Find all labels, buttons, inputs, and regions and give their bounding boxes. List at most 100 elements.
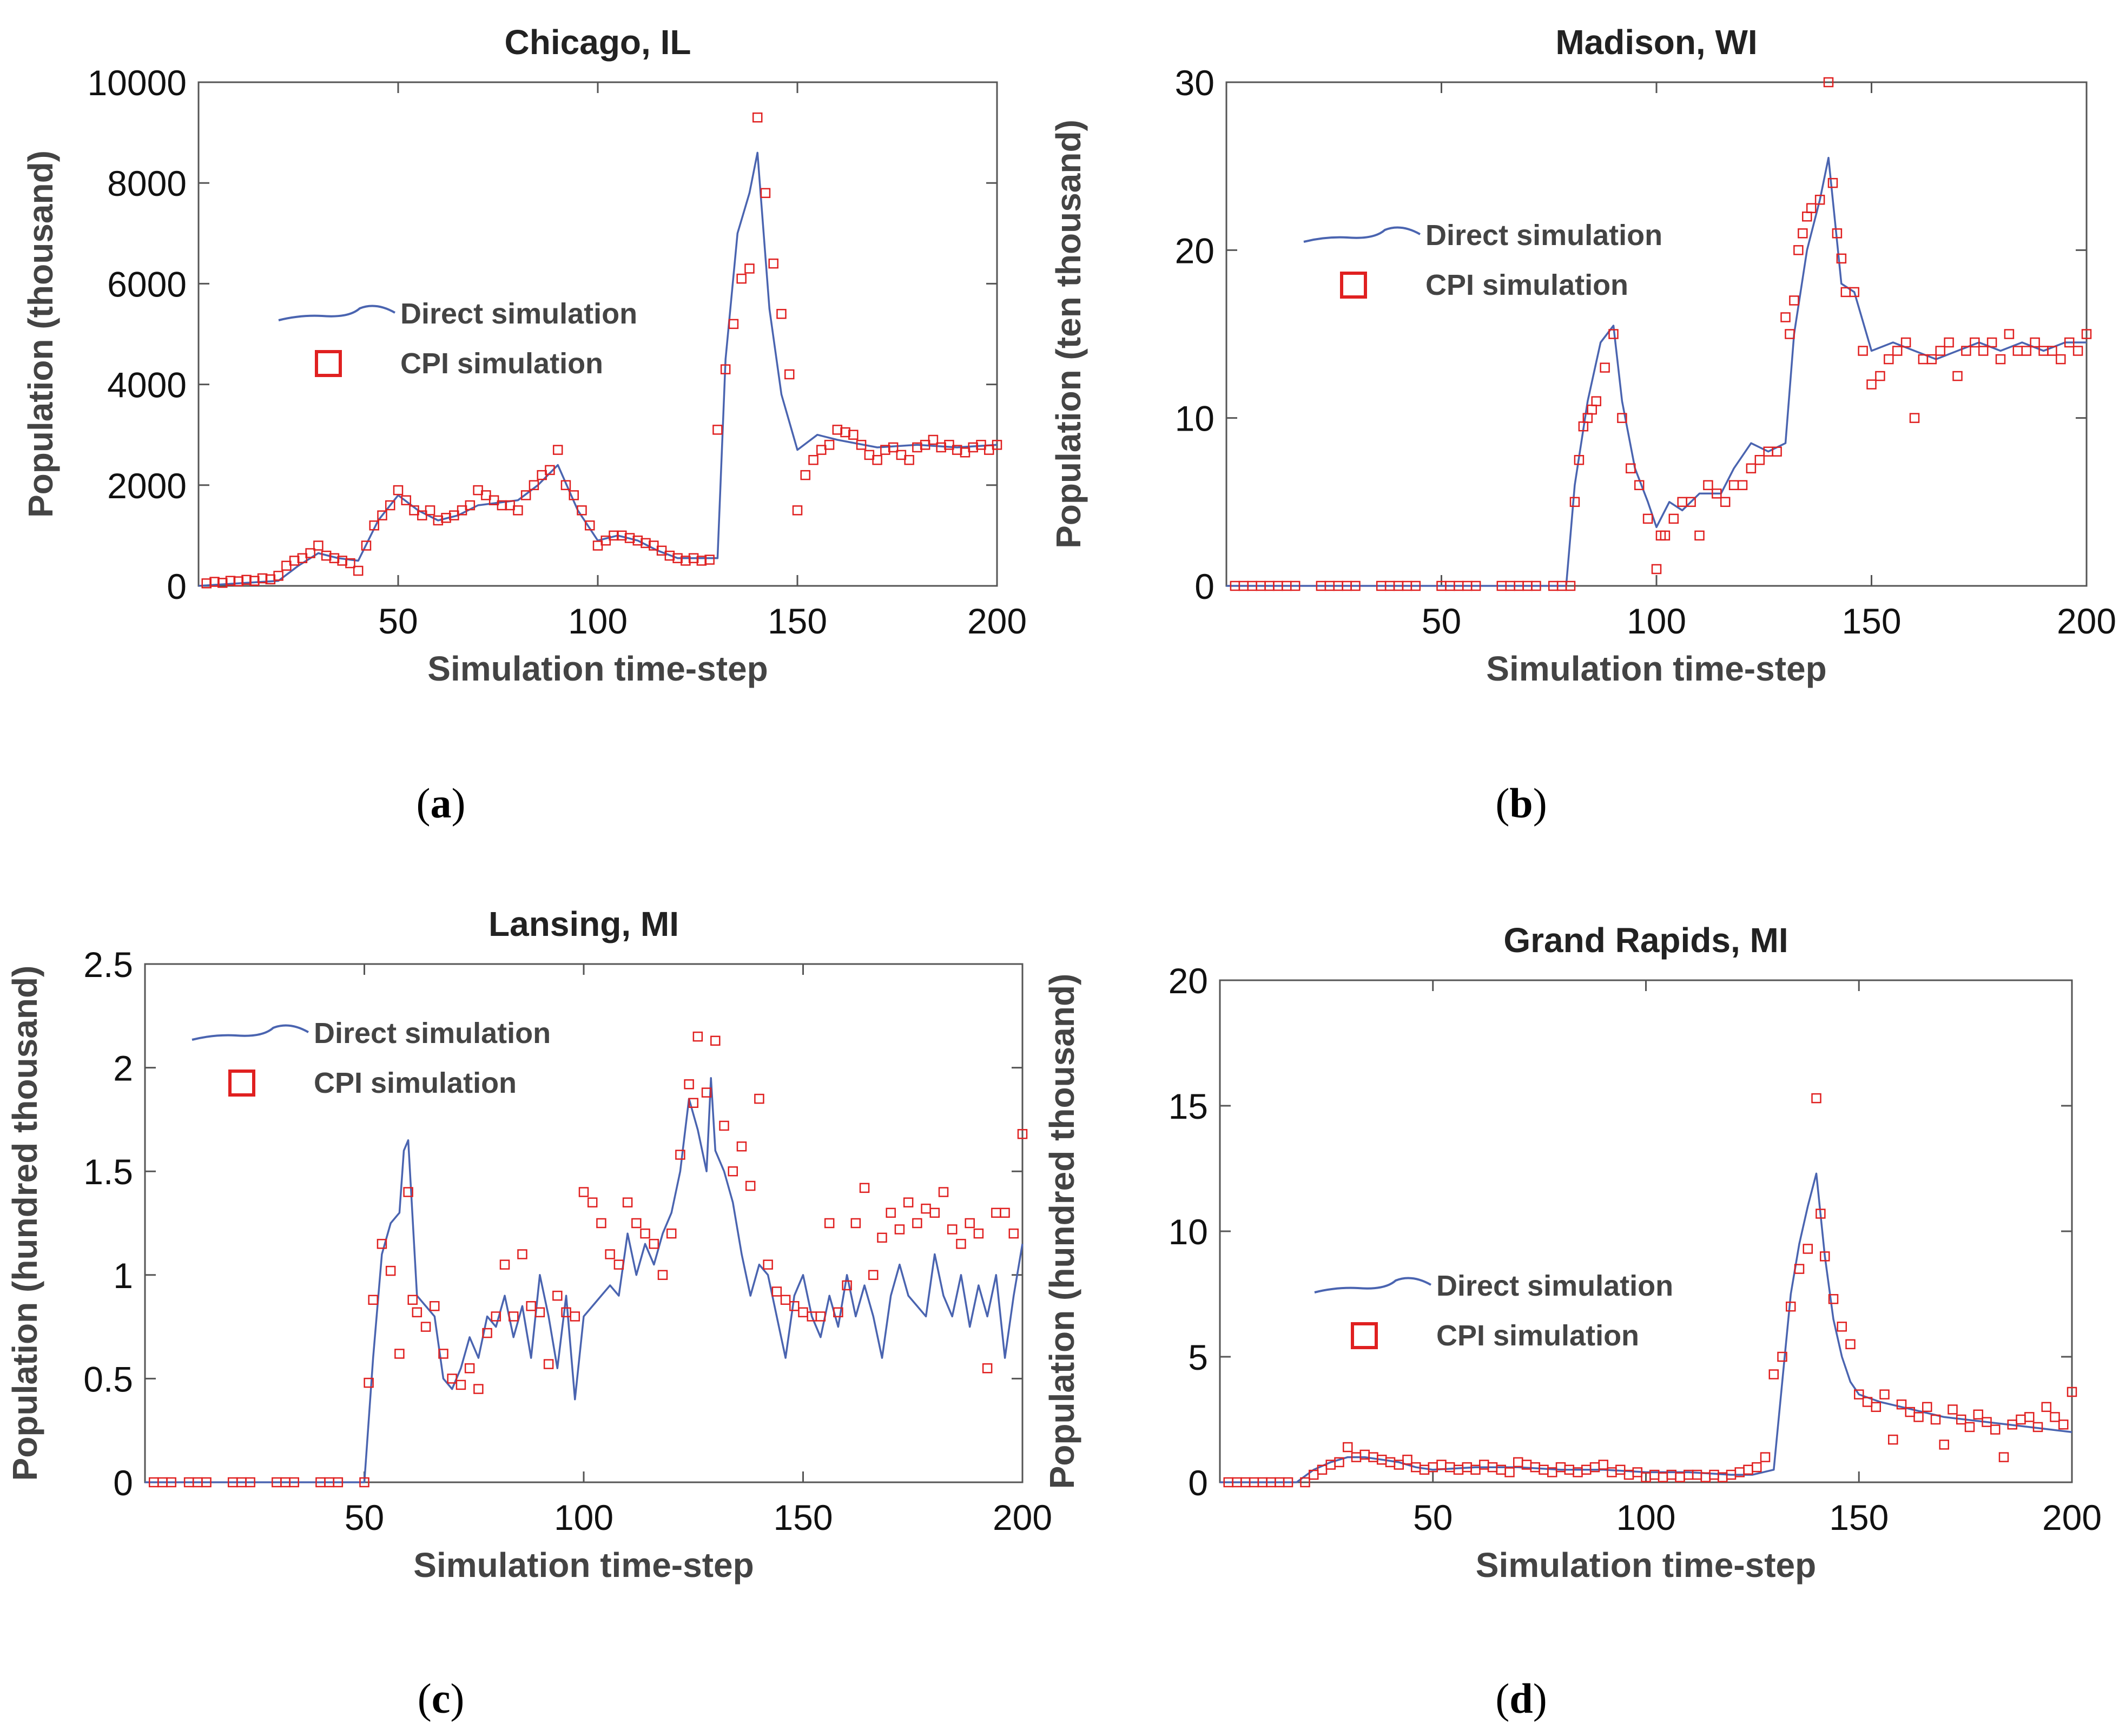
cpi-marker — [1283, 1477, 1293, 1488]
cpi-marker — [649, 540, 659, 551]
cpi-marker — [1930, 1414, 1941, 1425]
cpi-marker — [816, 445, 827, 455]
chart-panel-3: Grand Rapids, MI 50 100 150 200 0 5 10 15 20 Simul… — [1042, 921, 2102, 1585]
cpi-marker — [1760, 1452, 1771, 1462]
cpi-marker — [513, 505, 523, 516]
cpi-marker — [896, 450, 907, 460]
cpi-marker — [1978, 346, 1989, 356]
y-tick-label: 4000 — [107, 365, 187, 405]
y-tick-label: 2 — [113, 1048, 133, 1088]
cpi-marker — [894, 1224, 905, 1235]
cpi-marker — [1952, 371, 1963, 381]
cpi-marker — [385, 500, 395, 511]
cpi-marker — [1802, 212, 1812, 222]
cpi-marker — [1334, 1457, 1344, 1468]
cpi-marker — [2041, 1402, 2051, 1412]
y-axis-label: Population (thousand) — [21, 150, 60, 518]
series-line-direct-simulation — [1220, 1172, 2072, 1483]
cpi-marker — [1811, 1093, 1821, 1104]
plot-frame — [1219, 979, 2073, 1483]
cpi-marker — [1785, 329, 1795, 339]
cpi-marker — [728, 1166, 738, 1177]
cpi-marker — [1017, 1128, 1028, 1139]
cpi-marker — [1866, 379, 1877, 390]
cpi-marker — [569, 490, 579, 500]
cpi-marker — [1798, 228, 1808, 239]
y-tick-label: 0 — [1194, 566, 1214, 606]
cpi-marker — [920, 440, 930, 450]
cpi-marker — [289, 1477, 299, 1488]
cpi-marker — [1712, 489, 1722, 499]
y-tick-label: 20 — [1175, 230, 1214, 270]
cpi-marker — [1875, 371, 1885, 381]
cpi-marker — [534, 1307, 545, 1318]
cpi-marker — [754, 1093, 764, 1104]
cpi-marker — [1786, 1301, 1796, 1312]
cpi-marker — [529, 480, 539, 491]
cpi-marker — [768, 258, 778, 269]
cpi-marker — [499, 1259, 510, 1270]
cpi-marker — [792, 505, 803, 516]
cpi-marker — [1658, 1472, 1668, 1482]
x-tick-label: 50 — [345, 1497, 384, 1537]
cpi-marker — [1574, 455, 1585, 465]
cpi-marker — [684, 1079, 694, 1090]
cpi-marker — [2016, 1414, 2026, 1425]
cpi-marker — [1350, 580, 1361, 591]
x-axis-label: Simulation time-step — [1476, 1546, 1816, 1585]
cpi-marker — [640, 1228, 650, 1239]
cpi-marker — [928, 434, 939, 445]
y-tick-label: 30 — [1175, 63, 1214, 103]
cpi-marker — [1410, 580, 1421, 591]
cpi-marker — [447, 1374, 457, 1384]
cpi-marker — [1777, 1351, 1787, 1362]
cpi-marker — [2067, 1387, 2077, 1397]
cpi-marker — [1547, 1467, 1557, 1477]
cpi-marker — [850, 1218, 861, 1229]
cpi-marker — [353, 565, 364, 576]
cpi-marker — [394, 1349, 405, 1359]
x-tick-label: 200 — [2057, 601, 2116, 641]
cpi-marker — [1743, 1464, 1753, 1475]
cpi-marker — [2021, 346, 2031, 356]
cpi-marker — [1290, 580, 1301, 591]
cpi-marker — [824, 1218, 835, 1229]
cpi-marker — [600, 535, 611, 546]
cpi-marker — [520, 490, 531, 500]
y-tick-label: 10000 — [87, 63, 187, 103]
cpi-marker — [517, 1249, 527, 1259]
cpi-marker — [482, 1328, 492, 1338]
cpi-marker — [1343, 1442, 1353, 1453]
cpi-marker — [1900, 337, 1911, 348]
cpi-marker — [1587, 404, 1597, 415]
cpi-marker — [1703, 480, 1713, 491]
legend-line-swatch — [1303, 226, 1421, 243]
cpi-marker — [1944, 337, 1954, 348]
cpi-marker — [1591, 396, 1601, 406]
cpi-marker — [992, 440, 1002, 450]
cpi-marker — [798, 1307, 808, 1318]
cpi-marker — [584, 520, 595, 531]
cpi-marker — [666, 1228, 677, 1239]
cpi-marker — [1888, 1434, 1898, 1445]
cpi-marker — [368, 1295, 378, 1305]
cpi-marker — [345, 558, 355, 569]
x-tick-label: 100 — [568, 601, 628, 641]
cpi-marker — [2012, 346, 2023, 356]
cpi-marker — [736, 1141, 747, 1152]
cpi-marker — [281, 560, 292, 571]
cpi-marker — [1737, 480, 1748, 491]
cpi-marker — [622, 1197, 633, 1207]
cpi-marker — [526, 1301, 536, 1311]
chart-panel-2: Lansing, MI 50 100 150 200 0 0.5 1 1.5 2 2.5 Simula… — [5, 905, 1052, 1585]
cpi-marker — [1317, 1464, 1328, 1475]
cpi-marker — [771, 1286, 782, 1297]
chart-title: Grand Rapids, MI — [1503, 921, 1788, 960]
cpi-marker — [1569, 497, 1580, 507]
cpi-marker — [973, 1228, 984, 1239]
cpi-marker — [736, 273, 747, 284]
chart-title: Madison, WI — [1555, 23, 1757, 62]
